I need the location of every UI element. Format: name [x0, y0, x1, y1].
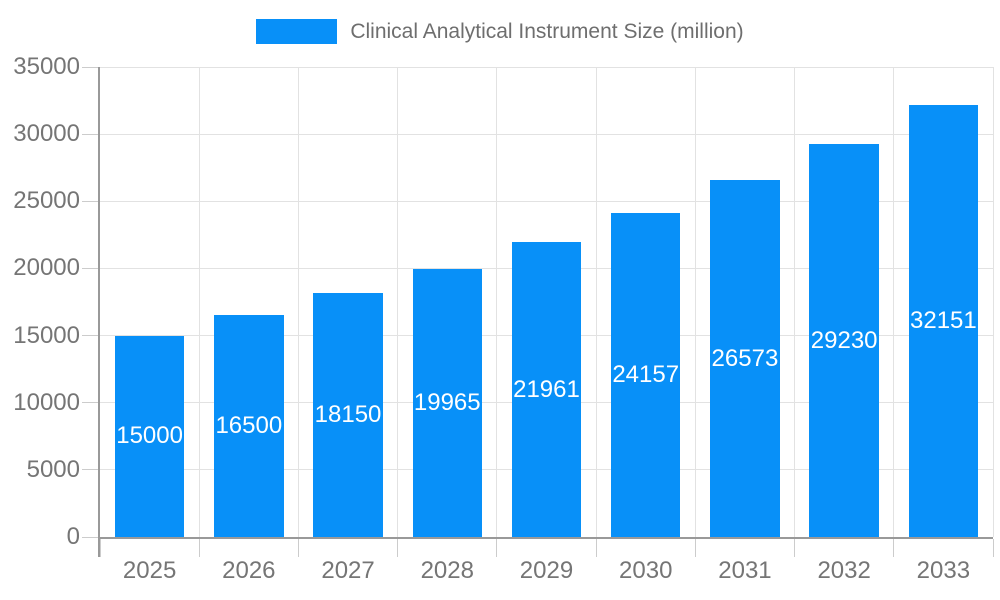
- x-axis-tick: [794, 539, 796, 557]
- gridline-v: [595, 67, 597, 537]
- x-axis-label: 2031: [718, 557, 772, 584]
- y-axis-tick: [82, 133, 100, 135]
- y-axis-label: 15000: [13, 321, 80, 349]
- y-axis-label: 10000: [13, 388, 80, 416]
- gridline-v: [794, 67, 796, 537]
- bar[interactable]: 32151: [908, 105, 979, 537]
- bar[interactable]: 29230: [809, 144, 879, 537]
- y-axis-label: 30000: [13, 120, 80, 148]
- bar-value-label: 24157: [612, 360, 680, 388]
- y-axis-label: 20000: [13, 254, 80, 282]
- legend-swatch: [256, 18, 338, 44]
- y-axis-label: 0: [66, 523, 80, 550]
- y-axis-tick: [82, 267, 100, 269]
- bar[interactable]: 19965: [412, 268, 482, 537]
- y-axis-label: 5000: [26, 455, 80, 483]
- legend-label: Clinical Analytical Instrument Size (mil…: [350, 19, 744, 43]
- bar[interactable]: 16500: [214, 315, 284, 537]
- bar-value-label: 18150: [314, 401, 382, 429]
- gridline-v: [397, 67, 399, 537]
- bar[interactable]: 21961: [511, 242, 582, 537]
- gridline-v: [694, 67, 696, 537]
- bar-value-label: 19965: [413, 388, 481, 416]
- y-axis-tick: [82, 66, 100, 68]
- x-axis-label: 2027: [321, 557, 375, 584]
- x-axis-label: 2028: [420, 557, 474, 584]
- plot-area: 15000 16500 18150 19965 21961 24157 26573 29230…: [100, 66, 994, 537]
- x-axis-tick: [694, 539, 696, 557]
- bar-value-label: 21961: [513, 375, 580, 403]
- gridline-v: [496, 67, 498, 537]
- y-axis-label: 35000: [13, 53, 80, 80]
- y-axis-label: 25000: [13, 187, 80, 215]
- x-axis-label: 2033: [916, 557, 971, 584]
- bar-value-label: 16500: [215, 412, 283, 440]
- x-axis-label: 2026: [222, 557, 276, 584]
- x-axis-tick: [992, 539, 994, 557]
- y-axis-tick: [82, 469, 100, 471]
- x-axis-tick: [99, 539, 101, 557]
- x-axis-label: 2029: [519, 557, 574, 584]
- gridline-h: [100, 66, 993, 68]
- y-axis-line: [98, 67, 100, 557]
- x-axis-tick: [397, 539, 399, 557]
- x-axis-tick: [595, 539, 597, 557]
- gridline-v: [893, 67, 895, 537]
- gridline-h: [100, 133, 993, 135]
- bar[interactable]: 15000: [114, 335, 185, 537]
- gridline-v: [992, 67, 994, 537]
- x-axis-line: [100, 537, 993, 539]
- y-axis-tick: [82, 536, 100, 538]
- gridline-v: [297, 67, 299, 537]
- bar-value-label: 32151: [910, 307, 977, 335]
- x-axis-label: 2030: [619, 557, 673, 584]
- bar-value-label: 15000: [116, 422, 183, 450]
- bar[interactable]: 26573: [710, 180, 780, 537]
- bar-value-label: 29230: [810, 326, 878, 354]
- legend[interactable]: Clinical Analytical Instrument Size (mil…: [0, 16, 1000, 46]
- bar-value-label: 26573: [711, 344, 779, 372]
- x-axis-tick: [893, 539, 895, 557]
- gridline-h: [100, 200, 993, 202]
- x-axis-tick: [496, 539, 498, 557]
- y-axis-tick: [82, 335, 100, 337]
- bar[interactable]: 24157: [610, 212, 681, 537]
- bar[interactable]: 18150: [313, 293, 383, 537]
- gridline-v: [198, 67, 200, 537]
- x-axis-tick: [198, 539, 200, 557]
- y-axis-tick: [82, 200, 100, 202]
- x-axis-tick: [297, 539, 299, 557]
- x-axis-label: 2025: [122, 557, 177, 584]
- x-axis-label: 2032: [817, 557, 871, 584]
- y-axis-tick: [82, 402, 100, 404]
